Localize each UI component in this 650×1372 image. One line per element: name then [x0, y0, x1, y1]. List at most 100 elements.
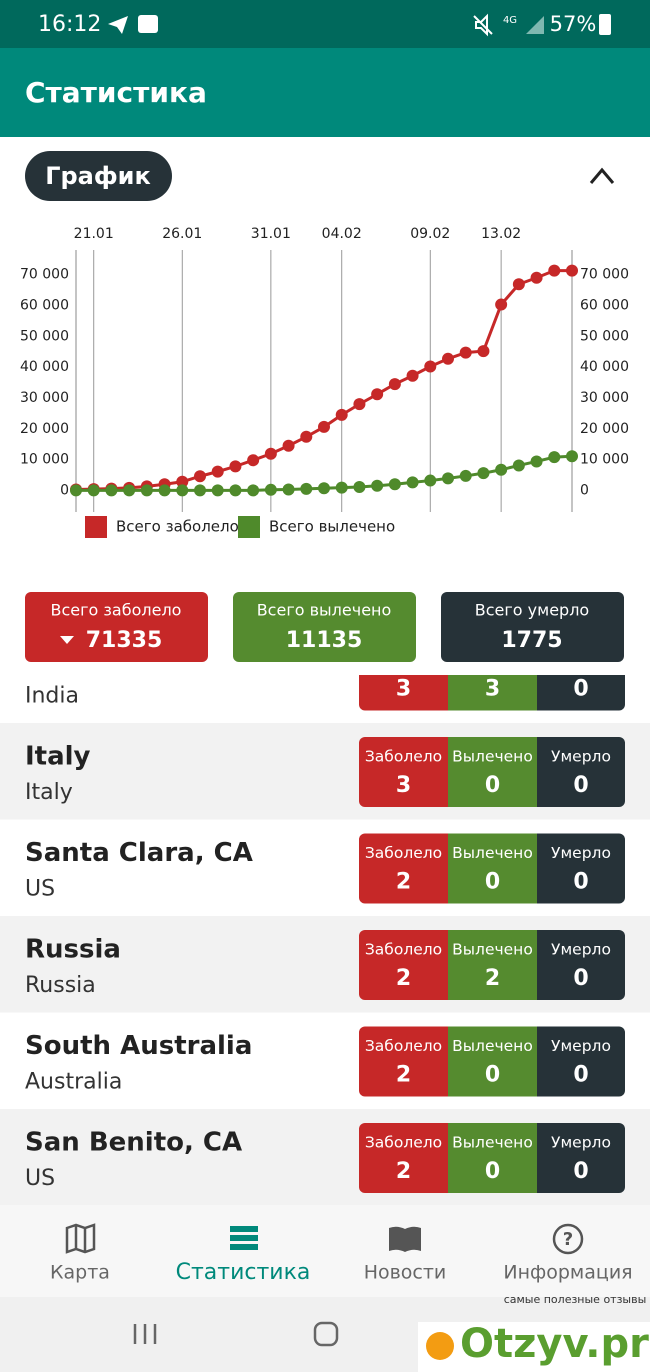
stat-label: Вылечено	[452, 1037, 533, 1055]
stat-value: 0	[485, 773, 500, 798]
stat-cell	[448, 737, 537, 807]
x-tick-label: 13.02	[481, 226, 521, 242]
nav-label[interactable]: Карта	[50, 1262, 110, 1284]
data-point	[194, 470, 206, 483]
x-tick-label: 21.01	[74, 226, 114, 242]
stat-value: 3	[396, 677, 411, 702]
stat-label: Заболело	[365, 748, 442, 766]
y-tick-label: 0	[60, 482, 69, 498]
stat-value: 0	[485, 1159, 500, 1184]
data-point	[264, 483, 277, 496]
chart: 21.01 26.01 31.01 04.02 09.02 13.02 0 0 10 000 10…	[20, 226, 629, 538]
y-tick-label: 30 000	[20, 390, 69, 406]
network: 4G	[503, 15, 517, 26]
nav-label[interactable]: Новости	[364, 1262, 447, 1284]
data-point	[318, 482, 330, 495]
battery-icon	[599, 14, 611, 35]
summary-value: 71335	[86, 628, 163, 653]
data-point	[388, 378, 401, 391]
y2-tick-label: 10 000	[580, 452, 629, 468]
stat-value: 0	[485, 870, 500, 895]
stat-cell	[537, 1026, 625, 1097]
data-point	[229, 460, 242, 473]
data-point	[566, 450, 578, 463]
summary-value: 1775	[501, 628, 562, 653]
stat-label: Заболело	[365, 941, 442, 959]
data-point	[140, 484, 153, 497]
y2-tick-label: 30 000	[580, 390, 629, 406]
stat-value: 2	[396, 870, 411, 895]
nav-label[interactable]: Статистика	[176, 1260, 311, 1285]
row-name: Russia	[25, 935, 121, 965]
data-point	[353, 481, 366, 494]
data-point	[211, 484, 224, 497]
data-point	[442, 352, 454, 365]
stat-label: Умерло	[551, 1134, 611, 1152]
stat-label: Умерло	[551, 1037, 611, 1055]
telegram-icon	[108, 16, 128, 34]
collapse-icon[interactable]	[589, 167, 615, 184]
y-tick-label: 60 000	[20, 297, 69, 313]
chip-label[interactable]: График	[45, 162, 151, 190]
row-name: San Benito, CA	[25, 1128, 242, 1158]
summary-card	[25, 592, 208, 662]
y-tick-label: 50 000	[20, 328, 69, 344]
stat-label: Умерло	[551, 941, 611, 959]
data-point	[176, 484, 189, 497]
y-tick-label: 10 000	[20, 452, 69, 468]
data-point	[371, 479, 384, 492]
stat-value: 0	[573, 1063, 588, 1088]
data-point	[158, 484, 171, 497]
legend-label: Всего заболело	[116, 518, 239, 536]
battery: 57%	[550, 12, 597, 36]
row-region: US	[25, 877, 55, 902]
y-tick-label: 70 000	[20, 267, 69, 283]
summary-label: Всего заболело	[51, 601, 182, 620]
stat-cell	[359, 737, 448, 807]
nav-label[interactable]: Информация	[503, 1262, 632, 1284]
row-region: Italy	[25, 780, 73, 805]
watermark-tagline: самые полезные отзывы	[504, 1293, 647, 1306]
data-point	[247, 484, 260, 497]
legend-swatch	[238, 516, 260, 538]
info-glyph: ?	[563, 1229, 573, 1250]
x-tick-label: 26.01	[162, 226, 202, 242]
nav-bg	[0, 1205, 650, 1297]
data-point	[548, 264, 561, 277]
stat-value: 3	[485, 677, 500, 702]
data-point	[282, 483, 295, 496]
stat-cell	[448, 930, 537, 1000]
home-button[interactable]	[313, 1321, 339, 1347]
bottom-nav: ? самые полезные отзывы Карта Статистика Н…	[0, 1205, 650, 1372]
data-point	[566, 264, 578, 277]
y2-tick-label: 20 000	[580, 421, 629, 437]
recents-button[interactable]	[133, 1324, 157, 1344]
stat-value: 0	[573, 677, 588, 702]
stat-value: 3	[396, 773, 411, 798]
data-point	[335, 408, 348, 421]
legend-label: Всего вылечено	[269, 518, 395, 536]
y2-tick-label: 50 000	[580, 328, 629, 344]
stat-value: 0	[573, 870, 588, 895]
trend-icon	[60, 636, 74, 644]
row-region: India	[25, 684, 79, 709]
stat-cell	[359, 1026, 448, 1097]
stat-cell	[448, 833, 537, 904]
data-point	[495, 298, 508, 311]
y-tick-label: 20 000	[20, 421, 69, 437]
app-title: Статистика	[25, 76, 207, 109]
x-tick-label: 31.01	[251, 226, 291, 242]
wifi-icon	[138, 15, 158, 33]
stat-label: Умерло	[551, 844, 611, 862]
stat-cell	[448, 1123, 537, 1193]
data-point	[424, 360, 437, 373]
data-point	[247, 454, 260, 467]
chip[interactable]	[25, 151, 172, 201]
data-point	[477, 467, 490, 480]
x-tick-label: 09.02	[410, 226, 450, 242]
stat-cell	[537, 833, 625, 904]
data-point	[424, 474, 437, 487]
data-point	[229, 484, 242, 497]
data-point	[406, 476, 419, 489]
